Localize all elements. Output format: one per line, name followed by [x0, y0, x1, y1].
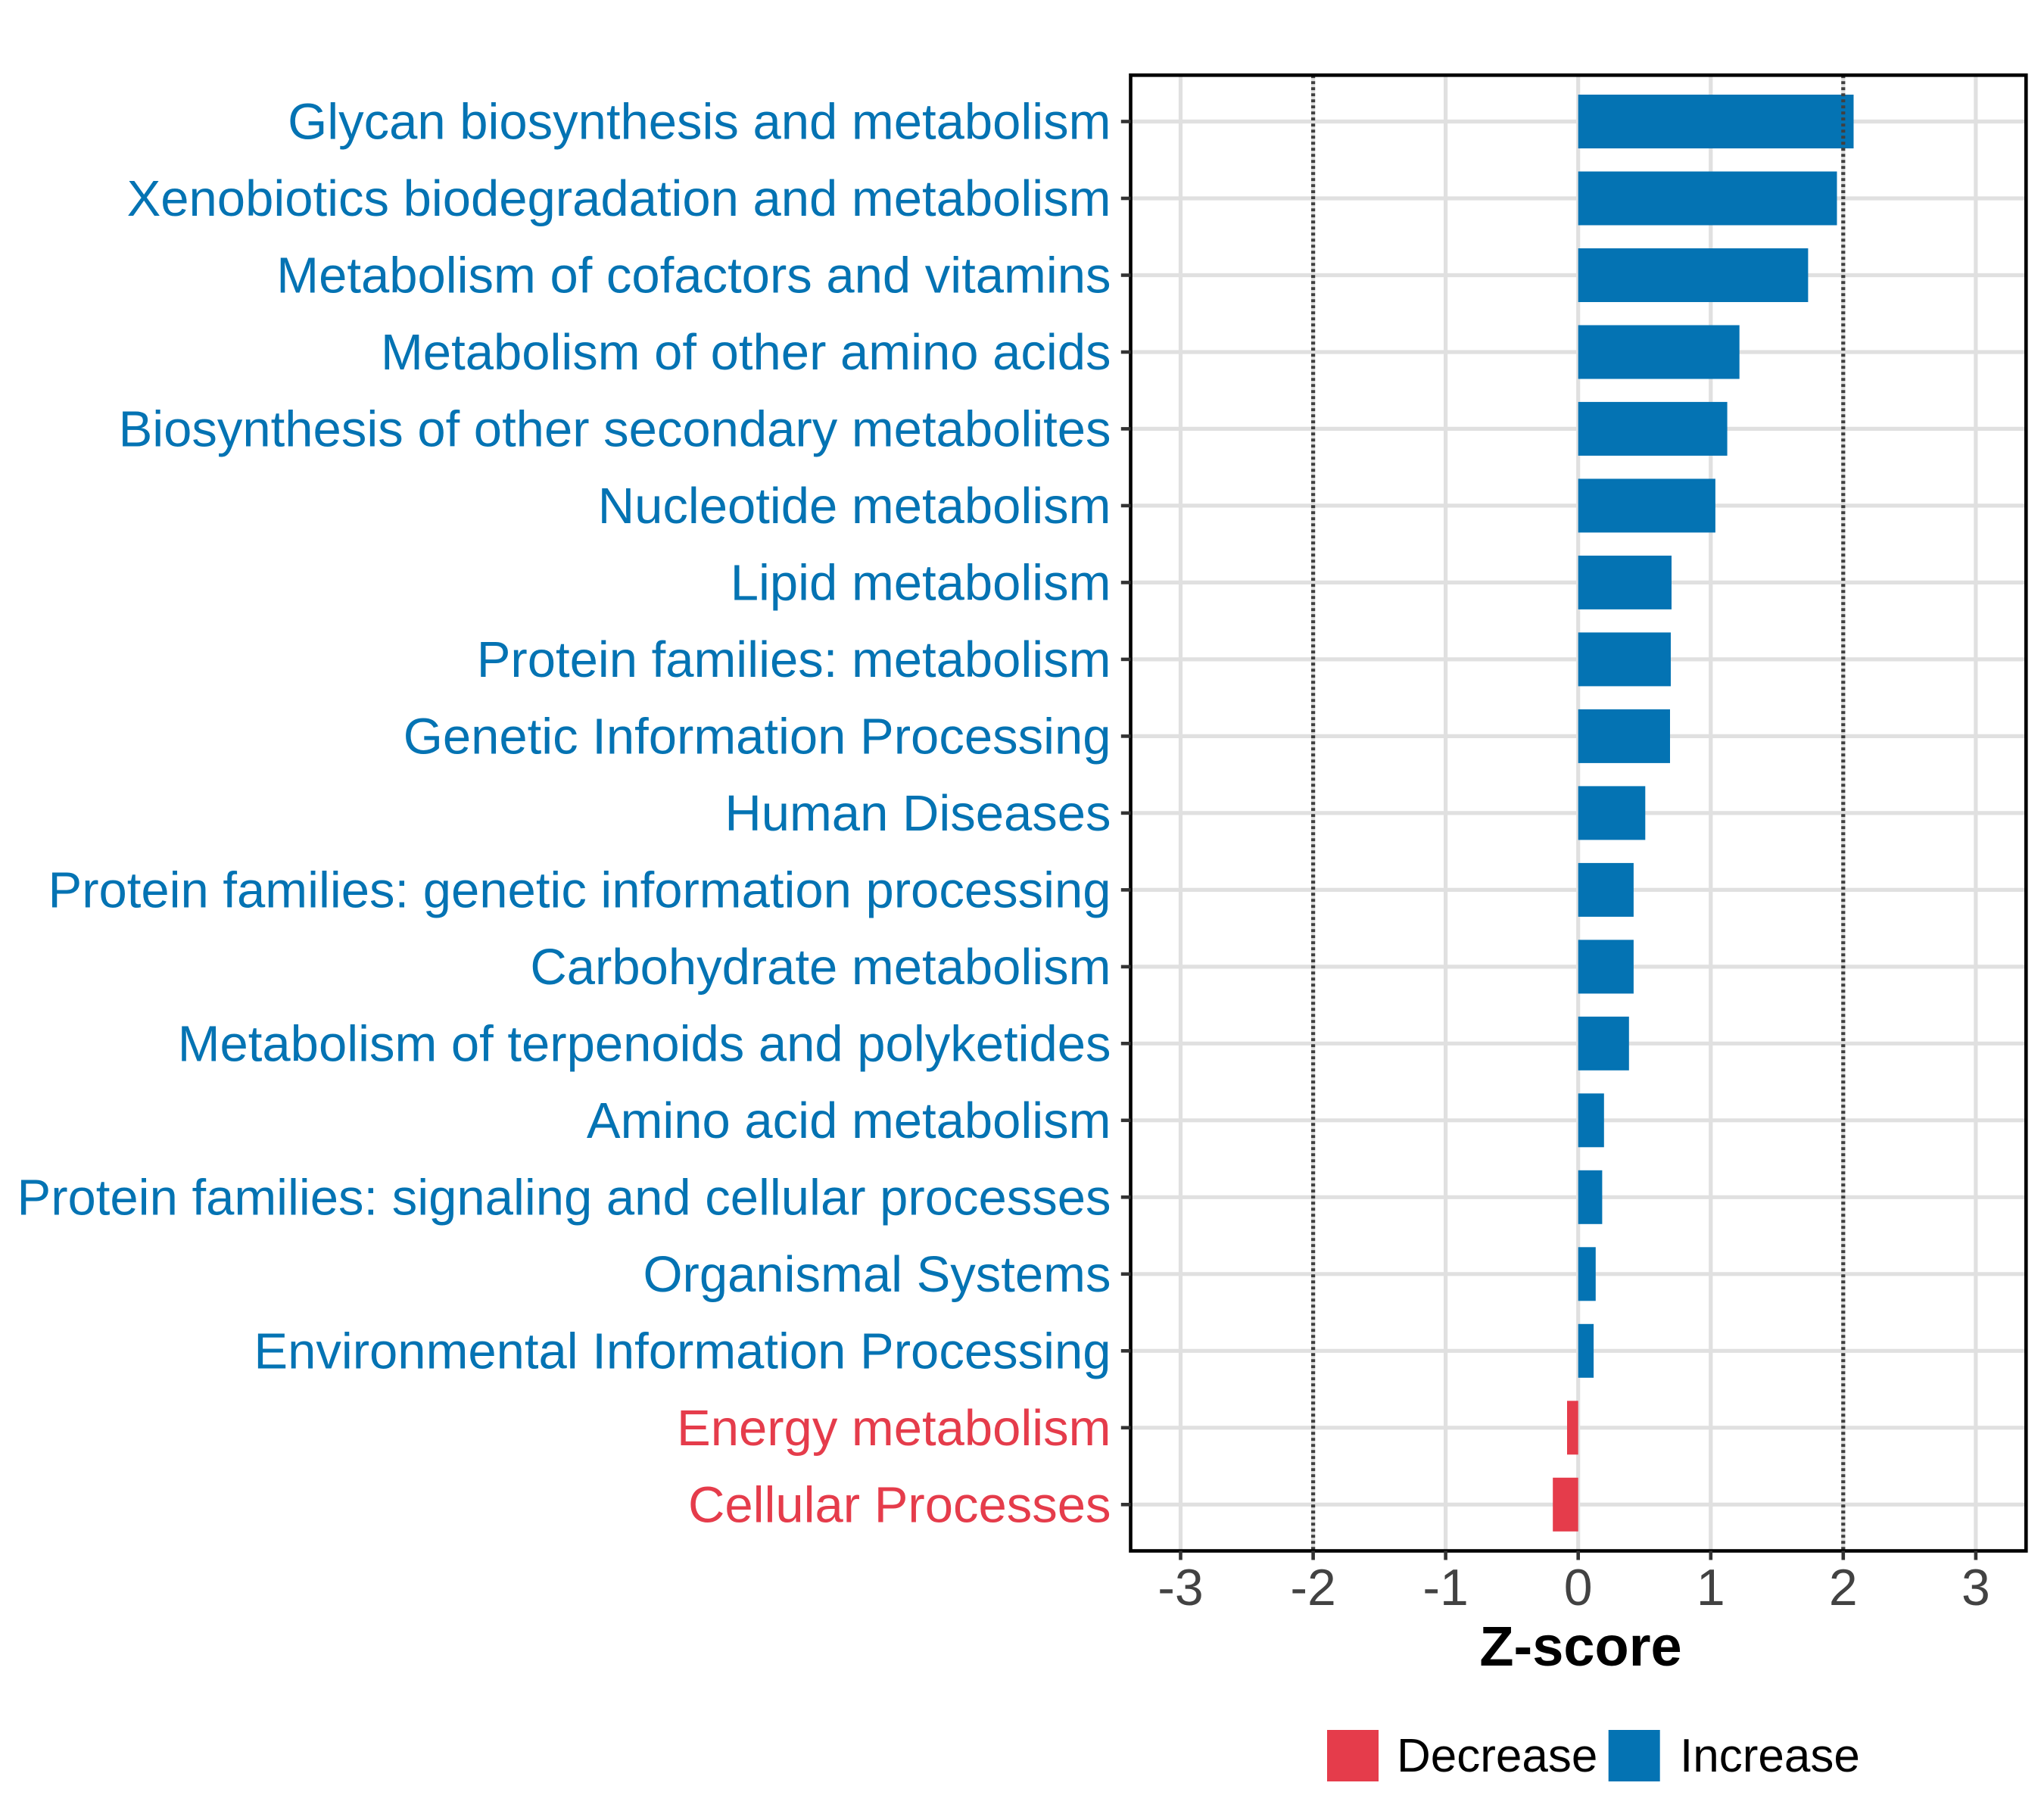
svg-text:Protein families: signaling an: Protein families: signaling and cellular…	[17, 1169, 1111, 1226]
svg-text:Increase: Increase	[1680, 1730, 1860, 1782]
svg-text:Metabolism of terpenoids and p: Metabolism of terpenoids and polyketides	[178, 1015, 1111, 1072]
svg-text:Environmental Information Proc: Environmental Information Processing	[254, 1323, 1111, 1379]
svg-text:Protein families: genetic info: Protein families: genetic information pr…	[48, 862, 1111, 918]
svg-text:Organismal Systems: Organismal Systems	[643, 1246, 1111, 1303]
svg-text:Metabolism of cofactors and vi: Metabolism of cofactors and vitamins	[276, 248, 1111, 304]
svg-text:-1: -1	[1422, 1559, 1468, 1616]
svg-text:Biosynthesis of other secondar: Biosynthesis of other secondary metaboli…	[119, 400, 1111, 457]
svg-text:Protein families: metabolism: Protein families: metabolism	[477, 631, 1111, 688]
svg-text:Energy metabolism: Energy metabolism	[677, 1400, 1111, 1457]
svg-text:2: 2	[1829, 1559, 1858, 1616]
svg-text:Amino acid metabolism: Amino acid metabolism	[587, 1092, 1111, 1149]
svg-text:-3: -3	[1158, 1559, 1203, 1616]
svg-text:Metabolism of other amino acid: Metabolism of other amino acids	[381, 324, 1111, 381]
svg-text:-2: -2	[1290, 1559, 1335, 1616]
svg-text:Genetic Information Processing: Genetic Information Processing	[404, 708, 1111, 765]
svg-text:Glycan biosynthesis and metabo: Glycan biosynthesis and metabolism	[288, 94, 1111, 151]
svg-text:Lipid metabolism: Lipid metabolism	[731, 554, 1111, 611]
svg-text:1: 1	[1697, 1559, 1725, 1616]
svg-text:Human Diseases: Human Diseases	[724, 785, 1111, 842]
svg-text:3: 3	[1961, 1559, 1990, 1616]
svg-text:Nucleotide metabolism: Nucleotide metabolism	[598, 478, 1111, 535]
svg-text:Decrease: Decrease	[1397, 1730, 1597, 1782]
svg-text:Carbohydrate metabolism: Carbohydrate metabolism	[530, 939, 1111, 996]
svg-text:0: 0	[1564, 1559, 1593, 1616]
svg-text:Cellular Processes: Cellular Processes	[688, 1476, 1111, 1533]
svg-text:Z-score: Z-score	[1479, 1615, 1681, 1678]
svg-text:Xenobiotics biodegradation and: Xenobiotics biodegradation and metabolis…	[127, 170, 1111, 227]
